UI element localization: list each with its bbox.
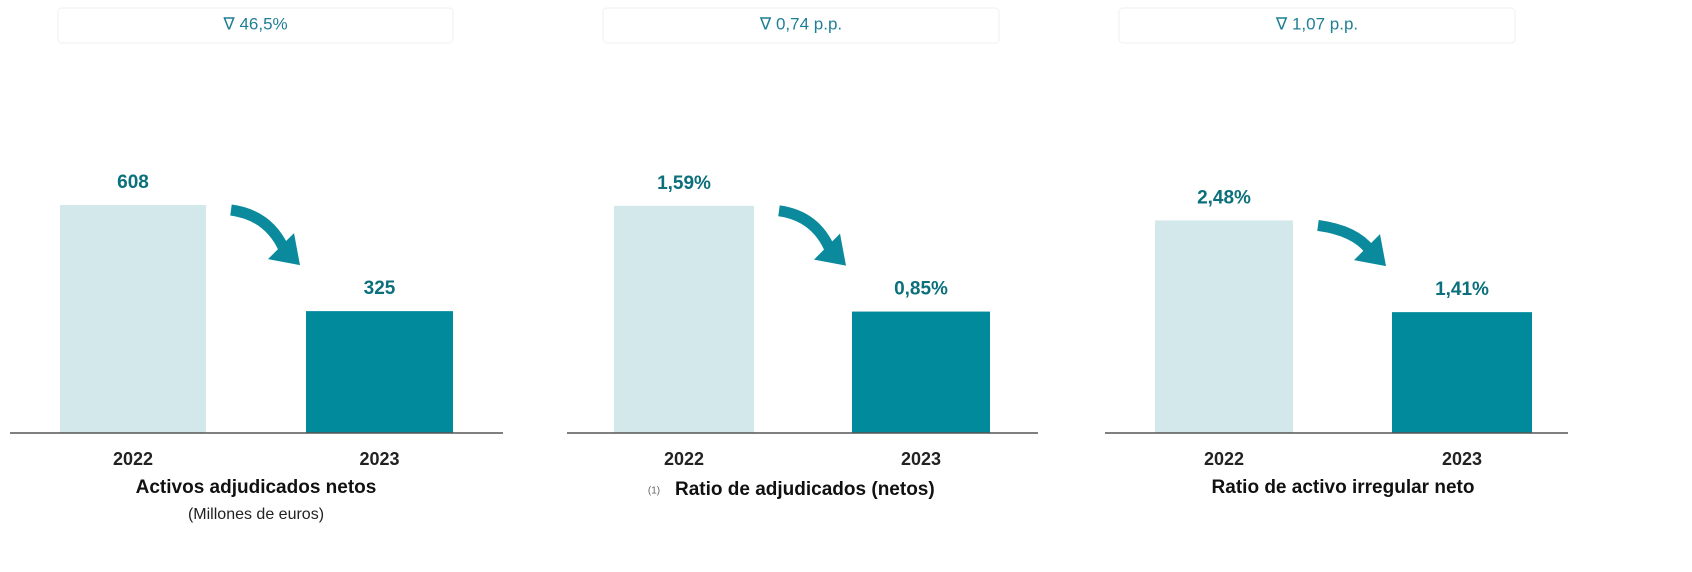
badge	[602, 7, 1000, 44]
badge-text: ∇ 1,07 p.p.	[1275, 14, 1358, 33]
bar	[306, 311, 453, 433]
x-tick-label: 2022	[113, 449, 153, 469]
arrow-head	[814, 233, 846, 266]
x-tick-label: 2022	[664, 449, 704, 469]
badge	[1118, 7, 1516, 44]
x-tick-label: 2022	[1204, 449, 1244, 469]
badge	[57, 7, 454, 44]
footnote: (1)	[648, 486, 660, 497]
x-tick-label: 2023	[359, 449, 399, 469]
x-tick-label: 2023	[1442, 449, 1482, 469]
bar	[852, 311, 990, 433]
value-label: 1,59%	[657, 173, 711, 194]
bar	[614, 205, 754, 433]
arrow	[230, 204, 290, 252]
arrow	[778, 205, 836, 252]
arrow-head	[268, 233, 300, 266]
chart-subtitle: (Millones de euros)	[188, 506, 324, 523]
value-label: 608	[117, 172, 149, 193]
chart-title: Ratio de adjudicados (netos)	[675, 479, 935, 500]
arrow	[1317, 219, 1375, 254]
value-label: 0,85%	[894, 279, 948, 300]
chart-title: Activos adjudicados netos	[136, 477, 377, 498]
bar	[1392, 312, 1532, 433]
bar	[1155, 220, 1293, 433]
bar	[60, 205, 206, 433]
value-label: 1,41%	[1435, 279, 1489, 300]
arrow-head	[1354, 234, 1386, 267]
value-label: 325	[364, 278, 396, 299]
value-label: 2,48%	[1197, 187, 1251, 208]
chart-title: Ratio de activo irregular neto	[1212, 477, 1475, 498]
badge-text: ∇ 0,74 p.p.	[759, 14, 842, 33]
x-tick-label: 2023	[901, 449, 941, 469]
badge-text: ∇ 46,5%	[222, 14, 287, 33]
